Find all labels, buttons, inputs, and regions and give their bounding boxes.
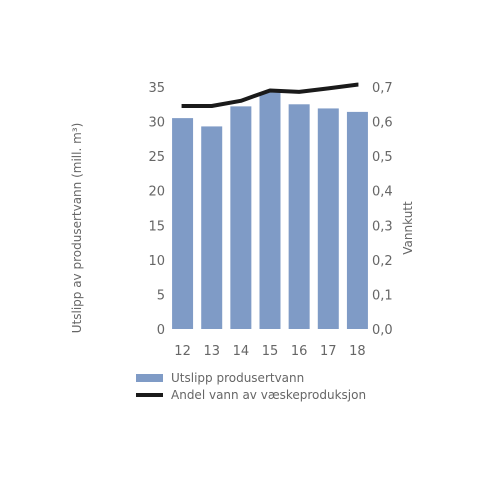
bars-group — [172, 92, 368, 330]
bar-12 — [172, 118, 194, 329]
bar-14 — [230, 106, 252, 329]
y2-tick: 0,2 — [372, 254, 393, 269]
x-tick: 14 — [233, 344, 250, 359]
y2-tick: 0,6 — [372, 116, 393, 131]
bar-16 — [288, 104, 310, 330]
y2-tick: 0,7 — [372, 81, 393, 96]
legend-line-swatch — [136, 393, 163, 397]
legend-item-line: Andel vann av væskeproduksjon — [136, 387, 366, 403]
x-axis-ticks: 12 13 14 15 16 17 18 — [174, 344, 365, 359]
y-tick: 10 — [148, 254, 165, 269]
legend-item-bar: Utslipp produsertvann — [136, 370, 366, 386]
legend-line-label: Andel vann av væskeproduksjon — [171, 388, 367, 402]
y-tick: 15 — [148, 219, 165, 234]
x-tick: 15 — [262, 344, 279, 359]
y-tick: 20 — [148, 185, 165, 200]
y-axis-label: Utslipp av produsertvann (mill. m³) — [70, 123, 84, 334]
x-tick: 13 — [203, 344, 220, 359]
bar-15 — [259, 92, 281, 329]
left-axis-ticks: 0 5 10 15 20 25 30 35 — [148, 81, 165, 338]
y2-tick: 0,1 — [372, 288, 393, 303]
y-tick: 0 — [157, 323, 165, 338]
line-group — [180, 82, 360, 109]
x-tick: 17 — [320, 344, 337, 359]
y2-tick: 0,5 — [372, 150, 393, 165]
y-tick: 30 — [148, 116, 165, 131]
bar-17 — [317, 108, 339, 329]
legend-bar-swatch — [136, 374, 163, 382]
legend: Utslipp produsertvann Andel vann av væsk… — [136, 370, 366, 404]
y2-axis-label: Vannkutt — [401, 201, 415, 255]
y-tick: 35 — [148, 81, 165, 96]
right-axis-ticks: 0,0 0,1 0,2 0,3 0,4 0,5 0,6 0,7 — [372, 81, 393, 338]
x-tick: 18 — [349, 344, 366, 359]
y-tick: 5 — [157, 288, 165, 303]
x-tick: 16 — [291, 344, 308, 359]
legend-bar-label: Utslipp produsertvann — [171, 371, 305, 385]
bar-13 — [201, 126, 223, 329]
y2-tick: 0,4 — [372, 185, 393, 200]
bar-18 — [346, 111, 368, 330]
x-tick: 12 — [174, 344, 191, 359]
y2-tick: 0,0 — [372, 323, 393, 338]
y-tick: 25 — [148, 150, 165, 165]
y2-tick: 0,3 — [372, 219, 393, 234]
